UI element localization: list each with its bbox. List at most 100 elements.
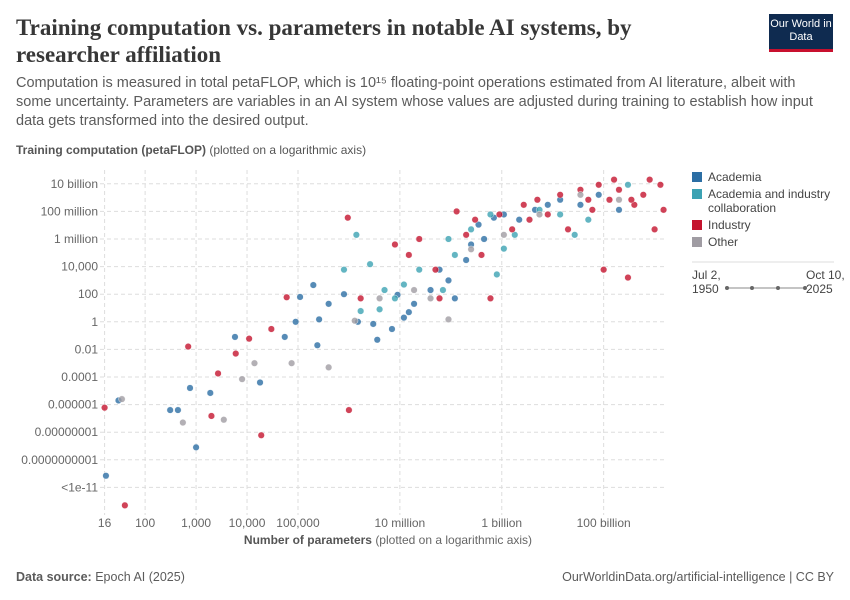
data-point [391, 294, 399, 302]
data-point [471, 216, 479, 224]
time-end[interactable]: Oct 10, 2025 [806, 268, 845, 296]
source: Data source: Epoch AI (2025) [16, 570, 185, 584]
data-point [325, 300, 333, 308]
y-tick-label: 0.000001 [48, 398, 98, 412]
data-point [250, 359, 258, 367]
logo[interactable]: Our World in Data [769, 14, 833, 52]
data-point [174, 406, 182, 414]
data-point [214, 369, 222, 377]
data-point [600, 266, 608, 274]
legend-item[interactable]: Academia [692, 170, 842, 184]
legend-swatch [692, 172, 702, 182]
legend-item[interactable]: Industry [692, 218, 842, 232]
data-point [627, 196, 635, 204]
data-point [186, 384, 194, 392]
data-point [651, 225, 659, 233]
data-point [257, 431, 265, 439]
data-point [495, 210, 503, 218]
data-point [207, 412, 215, 420]
data-point [624, 274, 632, 282]
data-point [340, 266, 348, 274]
data-point [220, 416, 228, 424]
data-point [615, 196, 623, 204]
data-point [344, 214, 352, 222]
data-point [500, 245, 508, 253]
data-point [373, 336, 381, 344]
data-point [462, 231, 470, 239]
data-point [184, 343, 192, 351]
time-start[interactable]: Jul 2, 1950 [692, 268, 721, 296]
data-point [436, 294, 444, 302]
data-point [480, 235, 488, 243]
data-point [118, 395, 126, 403]
data-point [477, 251, 485, 259]
data-point [444, 315, 452, 323]
data-point [121, 501, 129, 509]
data-point [576, 201, 584, 209]
data-point [605, 196, 613, 204]
x-tick-label: 1,000 [181, 516, 211, 530]
data-point [639, 191, 647, 199]
data-point [610, 176, 618, 184]
legend-item[interactable]: Academia and industry collaboration [692, 187, 842, 215]
y-tick-label: 1 million [54, 232, 98, 246]
data-point [400, 314, 408, 322]
y-tick-label: 0.0000000001 [21, 453, 98, 467]
legend-swatch [692, 220, 702, 230]
legend-item[interactable]: Other [692, 235, 842, 249]
data-point [467, 245, 475, 253]
data-point [486, 210, 494, 218]
x-tick-label: 16 [98, 516, 112, 530]
y-tick-label: 0.00000001 [35, 425, 99, 439]
data-point [405, 308, 413, 316]
data-point [520, 201, 528, 209]
data-point [475, 221, 483, 229]
legend-swatch [692, 189, 702, 199]
legend-label: Academia and industry collaboration [708, 187, 831, 215]
data-point [405, 251, 413, 259]
data-point [256, 378, 264, 386]
data-point [556, 210, 564, 218]
data-point [427, 294, 435, 302]
data-point [427, 286, 435, 294]
data-point [431, 266, 439, 274]
data-point [525, 216, 533, 224]
data-point [571, 231, 579, 239]
y-axis-label: Training computation (petaFLOP) (plotted… [16, 143, 366, 157]
data-point [388, 325, 396, 333]
legend-label: Academia [708, 170, 762, 184]
data-point [439, 286, 447, 294]
y-tick-label: 0.0001 [61, 370, 98, 384]
x-tick-label: 10,000 [229, 516, 266, 530]
timeline-dot [776, 286, 780, 290]
data-point [238, 375, 246, 383]
data-point [451, 294, 459, 302]
data-point [325, 363, 333, 371]
data-point [646, 176, 654, 184]
chart-title: Training computation vs. parameters in n… [16, 15, 632, 67]
data-point [624, 181, 632, 189]
legend-swatch [692, 237, 702, 247]
data-point [292, 318, 300, 326]
legend-label: Other [708, 235, 739, 249]
data-point [283, 293, 291, 301]
y-tick-label: 100 million [41, 204, 98, 218]
subtitle: Computation is measured in total petaFLO… [16, 75, 813, 129]
data-point [315, 315, 323, 323]
data-point [101, 404, 109, 412]
data-point [381, 286, 389, 294]
data-point [296, 293, 304, 301]
data-point [102, 472, 110, 480]
data-point [467, 225, 475, 233]
data-point [451, 251, 459, 259]
license[interactable]: OurWorldinData.org/artificial-intelligen… [562, 570, 834, 584]
data-point [366, 260, 374, 268]
legend: Academia Academia and industry collaborat… [692, 170, 842, 252]
timeline[interactable] [725, 286, 807, 290]
data-point [313, 341, 321, 349]
timeline-dot [750, 286, 754, 290]
data-point [352, 231, 360, 239]
data-point [166, 406, 174, 414]
data-point [515, 216, 523, 224]
